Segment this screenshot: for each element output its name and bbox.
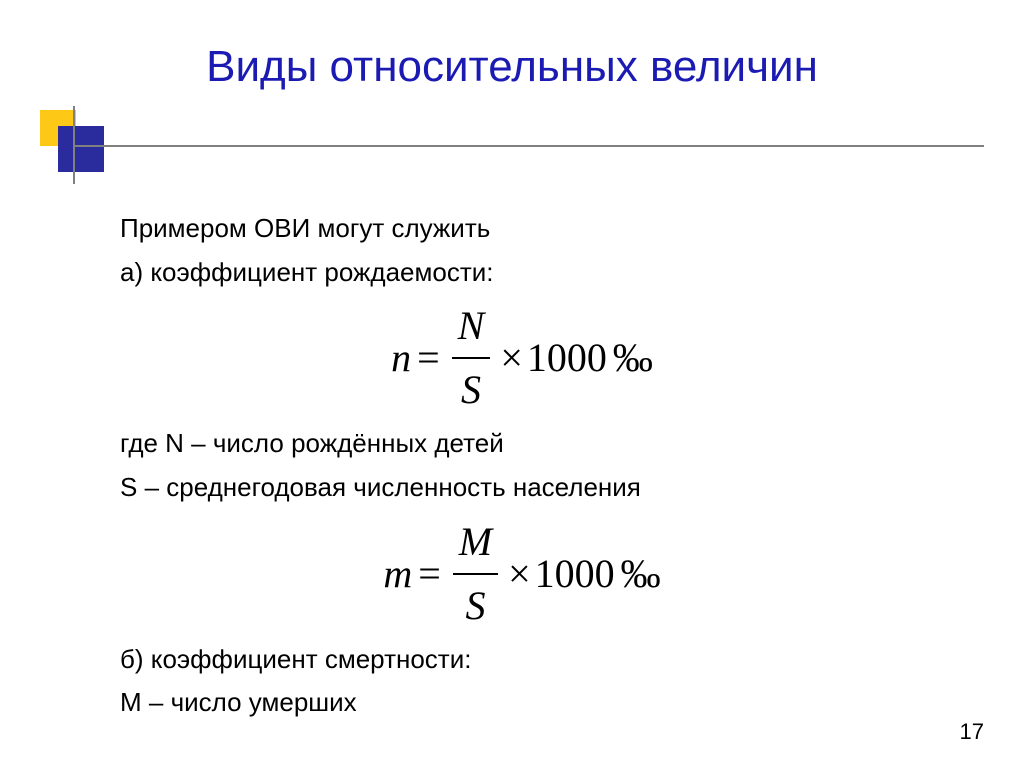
denominator: S [455,361,487,419]
equals-sign: = [418,545,441,603]
numerator: N [452,297,491,355]
equals-sign: = [417,329,440,387]
item-a-label: а) коэффициент рождаемости: [120,254,924,292]
slide-title: Виды относительных величин [0,42,1024,92]
formula-birth-rate: n = N S × 1000 ‰ [120,297,924,419]
where-s: S – среднегодовая численность населения [120,469,924,507]
permille-sign: ‰ [621,545,661,603]
numerator: M [453,513,498,571]
intro-line: Примером ОВИ могут служить [120,210,924,248]
vertical-rule [73,106,75,184]
horizontal-rule [73,145,984,147]
fraction: N S [452,297,491,419]
fraction-bar [452,357,491,359]
formula-death-rate: m = M S × 1000 ‰ [120,513,924,635]
times-sign: × [508,545,531,603]
fraction: M S [453,513,498,635]
where-m: M – число умерших [120,684,924,722]
slide-content: Примером ОВИ могут служить а) коэффициен… [120,210,924,728]
times-sign: × [500,329,523,387]
page-number: 17 [960,719,984,745]
fraction-bar [453,573,498,575]
formula-lhs: n [391,329,411,387]
blue-square-icon [58,126,104,172]
slide: Виды относительных величин Примером ОВИ … [0,0,1024,767]
factor: 1000 [527,329,607,387]
permille-sign: ‰ [613,329,653,387]
factor: 1000 [535,545,615,603]
formula-lhs: m [383,545,412,603]
item-b-label: б) коэффициент смертности: [120,641,924,679]
where-n: где N – число рождённых детей [120,425,924,463]
denominator: S [459,577,491,635]
